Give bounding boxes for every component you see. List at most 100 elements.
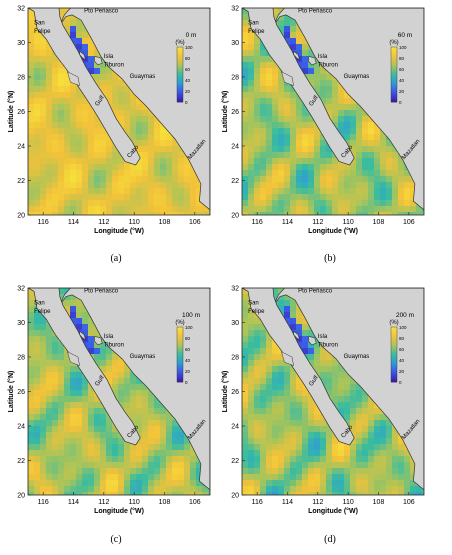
x-tick-label: 112 bbox=[312, 219, 323, 226]
x-tick-label: 108 bbox=[373, 219, 385, 226]
colorbar-step bbox=[391, 97, 397, 101]
colorbar-step bbox=[177, 327, 183, 330]
x-tick-label: 112 bbox=[312, 499, 323, 506]
unit-label: (%) bbox=[389, 40, 398, 46]
colorbar-tick-label: 80 bbox=[185, 336, 191, 341]
label-isla: Isla bbox=[318, 54, 328, 60]
y-tick-label: 20 bbox=[231, 493, 239, 500]
colorbar-tick-label: 60 bbox=[185, 67, 191, 72]
baja-peninsula bbox=[28, 8, 141, 166]
colorbar-step bbox=[391, 331, 397, 335]
x-tick-label: 106 bbox=[403, 499, 415, 506]
island-shape bbox=[79, 330, 87, 341]
colorbar-step bbox=[391, 79, 397, 82]
x-tick-label: 114 bbox=[282, 219, 293, 226]
isla-tiburon-shape bbox=[94, 335, 103, 346]
x-tick-label: 114 bbox=[68, 219, 79, 226]
colorbar-step bbox=[391, 333, 397, 337]
colorbar-step bbox=[391, 377, 397, 381]
colorbar-step bbox=[391, 95, 397, 98]
label-gulf: Gulf bbox=[94, 95, 105, 108]
colorbar-step bbox=[177, 336, 183, 339]
colorbar-step bbox=[391, 370, 397, 374]
label-gulf: Gulf bbox=[308, 375, 319, 388]
colorbar-step bbox=[177, 338, 183, 342]
colorbar-step bbox=[177, 83, 183, 87]
x-tick-label: 116 bbox=[38, 219, 49, 226]
label-san-felipe-2: Felipe bbox=[248, 29, 265, 35]
label-tiburon: Tiburon bbox=[104, 63, 124, 69]
isla-tiburon-shape bbox=[94, 55, 103, 66]
colorbar-step bbox=[391, 375, 397, 378]
label-gulf: Gulf bbox=[94, 375, 105, 388]
label-isla: Isla bbox=[104, 334, 114, 340]
y-tick-label: 32 bbox=[231, 286, 239, 293]
colorbar-step bbox=[177, 379, 183, 383]
colorbar-tick-label: 80 bbox=[185, 56, 191, 61]
label-san-felipe-2: Felipe bbox=[34, 309, 51, 315]
colorbar: 0 20 40 60 80 100 200 m(%) bbox=[389, 312, 414, 385]
colorbar-step bbox=[177, 377, 183, 381]
baja-peninsula bbox=[242, 8, 355, 166]
x-axis-label: Longitude (°W) bbox=[308, 507, 358, 515]
colorbar-step bbox=[391, 83, 397, 87]
colorbar-step bbox=[391, 365, 397, 369]
colorbar-frame bbox=[176, 46, 184, 103]
colorbar-tick-label: 0 bbox=[185, 100, 188, 105]
label-san-felipe-2: Felipe bbox=[34, 29, 51, 35]
colorbar-tick-label: 100 bbox=[399, 325, 407, 330]
x-tick-label: 108 bbox=[373, 499, 385, 506]
y-tick-label: 22 bbox=[17, 458, 25, 465]
label-san-felipe-1: San bbox=[248, 300, 259, 306]
colorbar-tick-label: 0 bbox=[185, 380, 188, 385]
y-tick-label: 30 bbox=[231, 40, 239, 47]
caption-c: (c) bbox=[110, 534, 122, 545]
colorbar-step bbox=[177, 65, 183, 69]
label-isla: Isla bbox=[104, 54, 114, 60]
label-san-felipe-2: Felipe bbox=[248, 309, 265, 315]
colorbar-step bbox=[177, 343, 183, 346]
label-san-felipe-1: San bbox=[34, 20, 45, 26]
y-tick-label: 22 bbox=[231, 178, 239, 185]
mainland bbox=[273, 8, 424, 211]
colorbar-frame bbox=[390, 46, 398, 103]
colorbar-step bbox=[391, 347, 397, 351]
colorbar-tick-label: 40 bbox=[399, 358, 405, 363]
colorbar-step bbox=[391, 329, 397, 332]
label-gulf: Gulf bbox=[308, 95, 319, 108]
y-tick-label: 20 bbox=[17, 213, 25, 220]
colorbar-step bbox=[177, 349, 183, 353]
y-axis-label: Latitude (°N) bbox=[7, 91, 15, 133]
colorbar-step bbox=[391, 356, 397, 360]
colorbar-step bbox=[177, 72, 183, 75]
colorbar-tick-label: 60 bbox=[185, 347, 191, 352]
colorbar-frame bbox=[390, 326, 398, 383]
map-panel-1: 116 114 112 110 108 106 20 22 24 26 28 30 32 Longitud… bbox=[7, 6, 211, 235]
colorbar-step bbox=[391, 67, 397, 71]
y-tick-label: 26 bbox=[17, 109, 25, 116]
isla-tiburon-shape bbox=[308, 335, 317, 346]
depth-label: 200 m bbox=[396, 312, 414, 319]
y-tick-label: 26 bbox=[17, 389, 25, 396]
mainland bbox=[59, 8, 210, 211]
y-tick-label: 28 bbox=[17, 75, 25, 82]
colorbar-tick-label: 100 bbox=[399, 45, 407, 50]
colorbar-step bbox=[391, 88, 397, 91]
colorbar-step bbox=[391, 63, 397, 66]
colorbar-step bbox=[391, 327, 397, 330]
colorbar-tick-label: 60 bbox=[399, 347, 405, 352]
y-axis-label: Latitude (°N) bbox=[221, 91, 229, 133]
colorbar-step bbox=[391, 379, 397, 383]
x-tick-label: 106 bbox=[189, 499, 201, 506]
y-tick-label: 24 bbox=[231, 144, 239, 151]
colorbar-step bbox=[391, 58, 397, 62]
colorbar-step bbox=[177, 85, 183, 89]
colorbar-step bbox=[177, 347, 183, 351]
y-tick-label: 28 bbox=[231, 355, 239, 362]
y-tick-label: 30 bbox=[17, 320, 25, 327]
colorbar-step bbox=[177, 67, 183, 71]
y-tick-label: 24 bbox=[231, 424, 239, 431]
colorbar-step bbox=[391, 361, 397, 365]
caption-a: (a) bbox=[110, 253, 122, 264]
colorbar-step bbox=[391, 363, 397, 367]
